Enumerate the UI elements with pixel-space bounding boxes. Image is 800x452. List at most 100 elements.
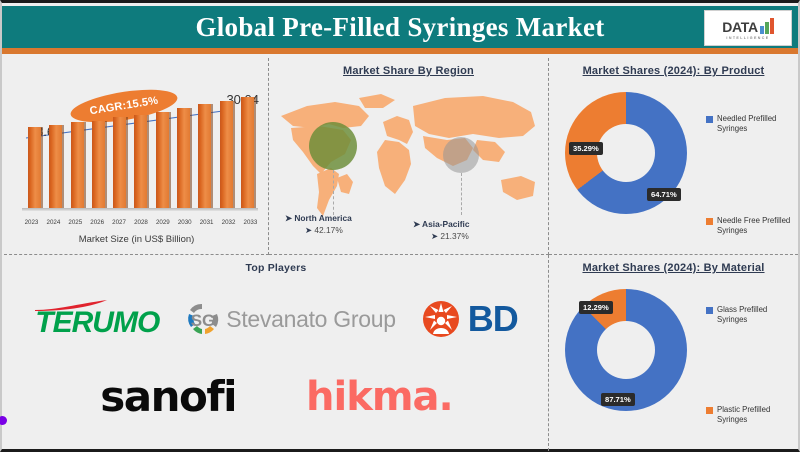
bullet-arrow-icon: ➤	[285, 213, 293, 223]
bar-2026	[91, 121, 107, 209]
x-tick-2028: 2028	[134, 219, 148, 226]
hikma-wordmark: hikma.	[306, 374, 454, 420]
x-tick-2033: 2033	[243, 219, 258, 226]
label-north-america: ➤ North America	[285, 213, 352, 223]
stevanato-sg-monogram-icon: SG	[188, 303, 219, 334]
region-name-asia-pacific: Asia-Pacific	[422, 219, 470, 229]
bar-shape	[155, 112, 169, 209]
material-donut-ring	[565, 289, 687, 411]
legend-label-product-1: Needle Free Prefilled Syringes	[717, 216, 791, 235]
material-share-panel: Market Shares (2024): By Material 87.71%…	[549, 255, 798, 451]
legend-label-material-0: Glass Prefilled Syringes	[717, 305, 768, 324]
sanofi-wordmark: sanofi	[100, 372, 237, 421]
bar-shape	[219, 101, 233, 209]
material-donut-hole	[597, 321, 655, 379]
logo-terumo: TERUMO	[35, 300, 160, 339]
bullet-arrow-icon-4: ➤	[431, 231, 439, 241]
material-legend: Glass Prefilled Syringes Plastic Prefill…	[706, 287, 794, 429]
bar-2029	[155, 112, 171, 209]
bd-starburst-icon	[422, 301, 459, 337]
bubble-north-america	[309, 122, 357, 170]
label-asia-pacific: ➤ Asia-Pacific	[413, 219, 470, 229]
logo-bd: BD	[422, 300, 519, 338]
value-asia-pacific: ➤ 21.37%	[431, 231, 469, 241]
legend-item-product-0: Needled Prefilled Syringes	[706, 114, 794, 134]
material-panel-title: Market Shares (2024): By Material	[582, 262, 765, 274]
leader-line-asia-pacific	[461, 173, 462, 215]
bar-shape	[113, 117, 127, 209]
product-legend: Needled Prefilled Syringes Needle Free P…	[706, 90, 794, 240]
legend-item-material-1: Plastic Prefilled Syringes	[706, 405, 794, 425]
legend-swatch-product-1	[706, 218, 713, 225]
legend-swatch-product-0	[706, 116, 713, 123]
bar-baseline	[22, 208, 258, 211]
legend-item-material-0: Glass Prefilled Syringes	[706, 305, 794, 325]
legend-label-material-1: Plastic Prefilled Syringes	[717, 405, 771, 424]
x-tick-2026: 2026	[90, 219, 105, 226]
terumo-wordmark: TERUMO	[35, 306, 160, 339]
bar-shape	[134, 115, 148, 209]
material-slice-value-0: 87.71%	[601, 393, 635, 406]
header-bar	[2, 6, 798, 48]
leader-line-north-america	[333, 170, 334, 215]
bullet-arrow-icon-2: ➤	[305, 225, 313, 235]
bubble-asia-pacific	[443, 137, 479, 173]
region-name-north-america: North America	[294, 213, 352, 223]
x-tick-2024: 2024	[46, 219, 61, 226]
bar-shape	[28, 127, 41, 209]
material-donut-chart: 87.71% 12.29% Glass Prefilled Syringes P…	[549, 281, 798, 449]
data-intelligence-logo: DATA INTELLIGENCE	[704, 10, 792, 46]
bar-2023	[28, 127, 43, 209]
product-share-panel: Market Shares (2024): By Product 64.71% …	[549, 58, 798, 255]
x-axis-title: Market Size (in US$ Billion)	[78, 234, 195, 245]
x-tick-2027: 2027	[112, 219, 126, 226]
players-panel-title: Top Players	[245, 262, 307, 274]
header-accent-stripe	[2, 48, 798, 54]
logo-sanofi: sanofi	[0, 372, 238, 425]
bar-2030	[177, 108, 192, 209]
logo-wordmark: DATA	[722, 18, 758, 35]
x-axis-tick-labels: 2023 2024 2025 2026 2027 2028 2029 2030 2031 2032…	[22, 219, 260, 226]
bar-2033	[240, 97, 256, 209]
legend-label-product-0: Needled Prefilled Syringes	[717, 114, 777, 133]
sanofi-dot-icon-left	[0, 416, 7, 425]
x-tick-2032: 2032	[221, 219, 236, 226]
region-value-north-america: 42.17%	[314, 225, 343, 235]
bar-chart-panel: CAGR:15.5% 8.66 30.04 202320242025202620…	[4, 58, 269, 255]
region-value-asia-pacific: 21.37%	[440, 231, 469, 241]
x-tick-2023: 2023	[24, 219, 39, 226]
bar-shape	[177, 108, 191, 209]
bar-shape	[70, 122, 84, 209]
bar-2028	[134, 115, 149, 209]
logo-stevanato-group: SG Stevanato Group	[185, 301, 396, 337]
bar-2031	[198, 104, 213, 209]
value-north-america: ➤ 42.17%	[305, 225, 343, 235]
bar-2027	[113, 117, 128, 209]
product-donut-hole	[597, 124, 655, 182]
product-panel-title: Market Shares (2024): By Product	[582, 65, 765, 77]
bar-shape	[49, 125, 63, 209]
product-slice-value-0: 64.71%	[647, 188, 681, 201]
svg-text:SG: SG	[191, 311, 216, 330]
world-map: ➤ North America ➤ 42.17% ➤ Asia-Pacific …	[273, 82, 545, 252]
bar-shape	[240, 97, 254, 209]
page-title: Global Pre-Filled Syringes Market	[195, 12, 605, 42]
x-tick-2029: 2029	[155, 219, 170, 226]
bullet-arrow-icon-3: ➤	[413, 219, 421, 229]
stevanato-wordmark: Stevanato Group	[226, 305, 396, 332]
logo-subtitle: INTELLIGENCE	[726, 35, 770, 40]
material-slice-value-1: 12.29%	[579, 301, 613, 314]
bar-2025	[70, 122, 86, 209]
terumo-swoosh-icon	[35, 300, 108, 311]
bar-2032	[219, 101, 235, 209]
x-tick-2025: 2025	[68, 219, 83, 226]
bar-shape	[91, 121, 105, 209]
players-row-2: sanofi hikma.	[0, 367, 549, 427]
region-map-panel: Market Share By Region	[269, 58, 549, 255]
bar-shape	[198, 104, 212, 209]
top-players-panel: Top Players TERUMO SG	[0, 255, 549, 451]
logo-hikma: hikma.	[306, 374, 454, 420]
legend-swatch-material-0	[706, 307, 713, 314]
bar-2024	[49, 125, 64, 209]
